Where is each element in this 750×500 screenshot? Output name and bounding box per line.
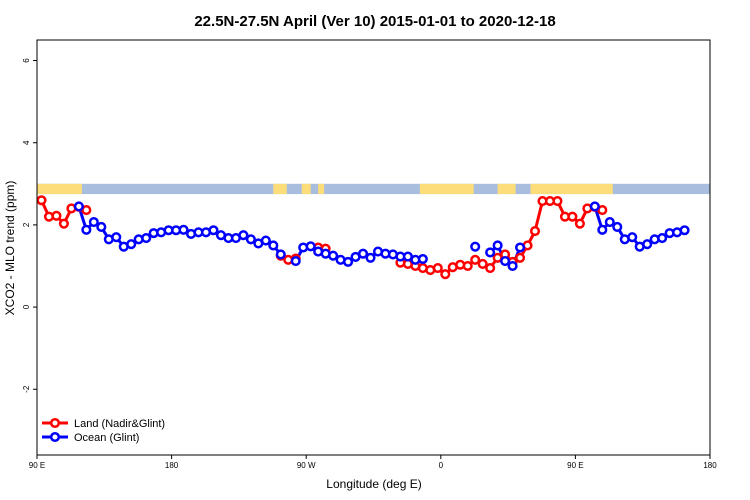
legend-land-label: Land (Nadir&Glint) xyxy=(74,418,165,430)
land-data-point xyxy=(477,258,488,269)
ocean-data-point xyxy=(417,253,428,265)
land-data-point xyxy=(440,269,451,280)
ocean-data-point xyxy=(515,242,526,253)
land-data-point xyxy=(36,195,47,206)
ocean-data-point xyxy=(597,224,608,235)
x-tick-label: 180 xyxy=(165,461,179,470)
ocean-data-point xyxy=(357,248,369,259)
land-data-point xyxy=(432,262,443,274)
ocean-data-point xyxy=(492,240,503,251)
map-strip-land xyxy=(419,183,474,195)
ocean-data-point xyxy=(81,224,92,235)
ocean-data-point xyxy=(485,247,496,258)
ocean-data-point xyxy=(245,234,256,245)
map-strip-land xyxy=(301,183,311,195)
land-data-point xyxy=(529,226,541,237)
ocean-data-point xyxy=(141,232,152,244)
ocean-data-point xyxy=(657,232,668,244)
land-data-point xyxy=(462,260,473,272)
y-tick-label: 6 xyxy=(22,58,31,63)
land-data-point xyxy=(552,196,563,207)
chart-title: 22.5N-27.5N April (Ver 10) 2015-01-01 to… xyxy=(194,13,555,30)
land-data-point xyxy=(58,218,69,229)
map-strip-land xyxy=(530,183,613,195)
x-tick-label: 0 xyxy=(439,461,444,470)
land-data-point xyxy=(81,205,92,216)
ocean-data-point xyxy=(96,221,107,233)
x-tick-label: 90 E xyxy=(567,461,583,470)
map-strip-land xyxy=(37,183,82,195)
map-strip xyxy=(37,183,710,195)
series-points xyxy=(36,195,690,280)
map-strip-ocean xyxy=(37,183,710,195)
map-strip-land xyxy=(318,183,325,195)
ocean-data-point xyxy=(260,235,271,246)
land-data-point xyxy=(574,218,585,229)
ocean-data-point xyxy=(290,256,301,267)
ocean-data-point xyxy=(343,256,354,267)
ocean-data-point xyxy=(642,239,653,250)
ocean-data-point xyxy=(73,201,84,212)
ocean-data-point xyxy=(604,216,615,228)
x-tick-label: 90 W xyxy=(297,461,316,470)
y-tick-label: 0 xyxy=(22,304,31,309)
ocean-data-point xyxy=(627,232,638,243)
map-strip-land xyxy=(497,183,516,195)
y-axis: -2 0 2 4 6 xyxy=(22,58,37,393)
plot-frame xyxy=(36,39,711,456)
x-axis-label: Longitude (deg E) xyxy=(326,477,421,491)
ocean-data-point xyxy=(612,221,623,233)
x-tick-label: 180 xyxy=(703,461,717,470)
ocean-data-point xyxy=(208,225,219,236)
y-axis-label: XCO2 - MLO trend (ppm) xyxy=(3,181,17,316)
ocean-data-point xyxy=(178,224,189,235)
ocean-data-point xyxy=(111,232,122,243)
ocean-data-point xyxy=(500,256,511,267)
ocean-data-point xyxy=(268,240,279,251)
ocean-data-point xyxy=(328,250,339,261)
ocean-data-point xyxy=(126,239,137,250)
ocean-data-point xyxy=(679,225,690,236)
ocean-data-point xyxy=(275,249,286,260)
land-data-point xyxy=(51,210,62,221)
land-data-point xyxy=(597,205,608,216)
land-data-point xyxy=(485,262,496,274)
land-data-point xyxy=(515,252,526,263)
map-strip-land xyxy=(273,183,287,195)
ocean-data-point xyxy=(507,260,518,272)
ocean-data-point xyxy=(589,201,600,212)
y-tick-label: 2 xyxy=(22,222,31,227)
y-tick-label: -2 xyxy=(22,385,31,393)
ocean-data-point xyxy=(365,252,376,263)
legend-land-marker xyxy=(49,417,61,429)
legend: Land (Nadir&Glint) Ocean (Glint) xyxy=(42,417,165,444)
x-axis: 90 E 180 90 W 0 90 E 180 xyxy=(29,455,717,470)
ocean-data-point xyxy=(305,241,316,252)
ocean-data-point xyxy=(238,230,249,241)
land-data-point xyxy=(567,211,578,222)
x-tick-label: 90 E xyxy=(29,461,45,470)
ocean-data-point xyxy=(88,216,99,228)
legend-ocean-label: Ocean (Glint) xyxy=(74,432,139,444)
legend-ocean-marker xyxy=(49,431,61,443)
land-data-point xyxy=(470,254,481,265)
y-tick-label: 4 xyxy=(22,140,31,145)
ocean-data-point xyxy=(470,241,481,252)
